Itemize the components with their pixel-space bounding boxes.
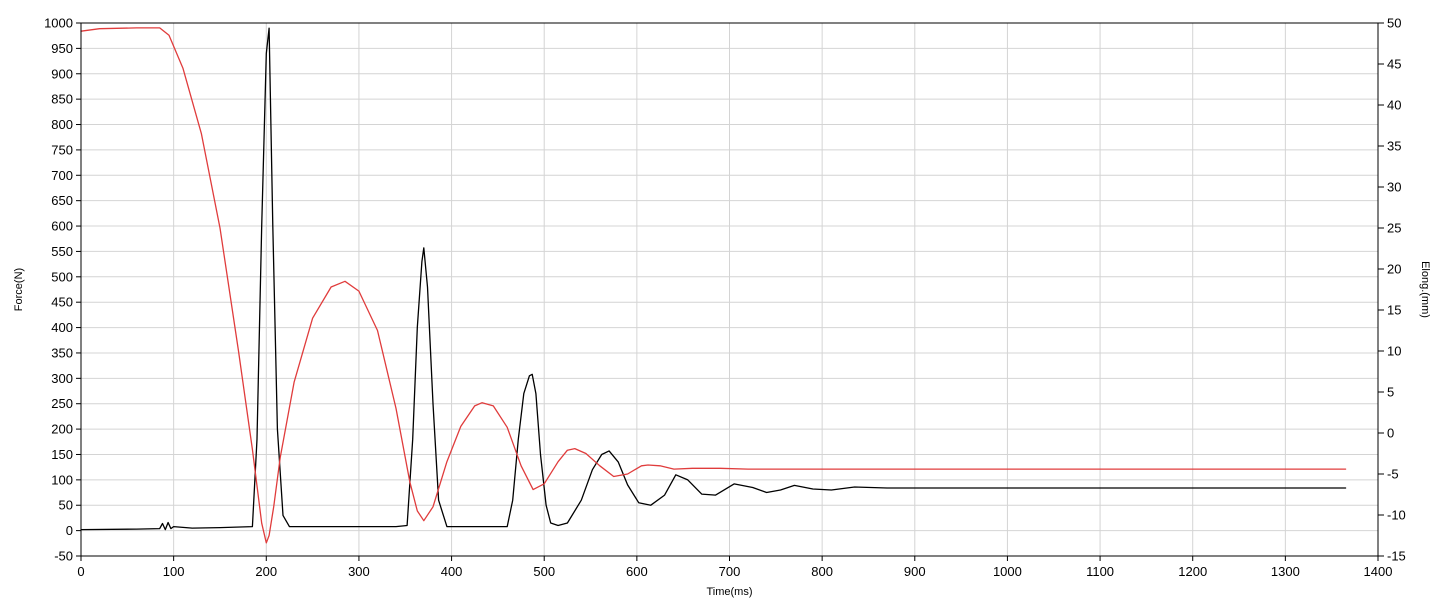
x-tick-label: 1100 [1086, 564, 1114, 579]
x-tick-label: 300 [348, 564, 370, 579]
x-tick-label: 1300 [1271, 564, 1300, 579]
x-tick-label: 200 [255, 564, 277, 579]
tick-labels: 0 100 200 300 400 500 600 700 800 900 1000 1100 1200… [44, 16, 1406, 580]
series-line-elongation [80, 27, 1347, 544]
y-left-tick-label: 400 [51, 320, 73, 335]
y-left-tick-label: 650 [51, 193, 73, 208]
y-right-tick-label: 45 [1387, 57, 1401, 72]
y-left-tick-label: 200 [51, 422, 73, 437]
y-right-tick-label: 10 [1387, 344, 1401, 359]
y-right-tick-label: 15 [1387, 303, 1401, 318]
y-left-tick-label: 850 [51, 92, 73, 107]
y-right-tick-label: -10 [1387, 508, 1406, 523]
y-right-tick-label: -5 [1387, 467, 1399, 482]
y-left-tick-label: 300 [51, 371, 73, 386]
y-right-tick-label: -15 [1387, 549, 1406, 564]
x-tick-label: 700 [719, 564, 741, 579]
y-right-tick-label: 5 [1387, 385, 1394, 400]
grid-lines [80, 22, 1379, 557]
y-left-tick-label: 100 [51, 472, 73, 487]
y-right-tick-label: 50 [1387, 16, 1401, 31]
y-left-tick-label: 500 [51, 269, 73, 284]
y-left-tick-label: 700 [51, 168, 73, 183]
y-left-tick-label: 0 [66, 523, 73, 538]
y-left-tick-label: 600 [51, 219, 73, 234]
y-right-tick-label: 0 [1387, 426, 1394, 441]
series-line-force [80, 27, 1347, 531]
y-left-tick-label: 1000 [44, 16, 73, 31]
y-left-tick-label: 50 [59, 498, 73, 513]
x-tick-label: 900 [904, 564, 926, 579]
y-left-tick-label: 800 [51, 117, 73, 132]
y-left-tick-label: -50 [54, 549, 73, 564]
y-right-axis-title: Elong.(mm) [1419, 261, 1431, 318]
y-right-tick-label: 25 [1387, 221, 1401, 236]
series-layer [80, 27, 1347, 544]
x-tick-label: 600 [626, 564, 648, 579]
x-tick-label: 1200 [1178, 564, 1207, 579]
y-left-tick-label: 900 [51, 66, 73, 81]
y-right-tick-label: 20 [1387, 262, 1401, 277]
y-left-tick-label: 950 [51, 41, 73, 56]
y-left-tick-label: 350 [51, 345, 73, 360]
y-right-tick-label: 40 [1387, 98, 1401, 113]
x-axis-title: Time(ms) [706, 586, 752, 598]
y-left-tick-label: 150 [51, 447, 73, 462]
x-tick-label: 500 [533, 564, 555, 579]
x-tick-label: 0 [77, 564, 84, 579]
x-tick-label: 1000 [993, 564, 1022, 579]
y-left-tick-label: 750 [51, 142, 73, 157]
y-right-tick-label: 30 [1387, 180, 1401, 195]
y-left-tick-label: 250 [51, 396, 73, 411]
x-tick-label: 100 [163, 564, 185, 579]
x-tick-label: 1400 [1364, 564, 1393, 579]
y-left-axis-title: Force(N) [13, 268, 25, 311]
x-tick-label: 800 [811, 564, 833, 579]
x-tick-label: 400 [441, 564, 463, 579]
y-right-tick-label: 35 [1387, 139, 1401, 154]
y-left-tick-label: 450 [51, 295, 73, 310]
y-left-tick-label: 550 [51, 244, 73, 259]
